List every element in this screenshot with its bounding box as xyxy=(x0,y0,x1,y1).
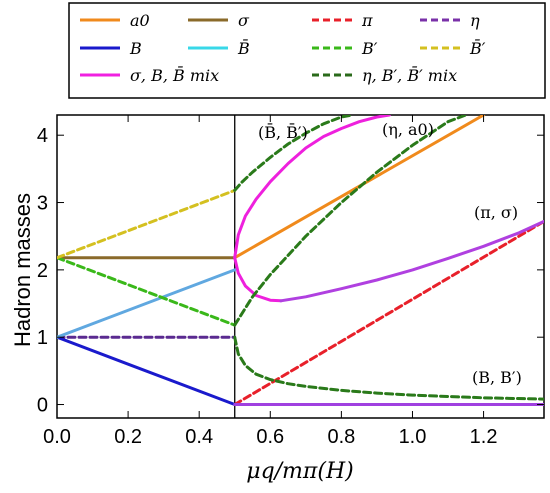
x-axis-label: μq/mπ(H) xyxy=(246,459,353,484)
y-axis-label: Hadron masses xyxy=(10,193,35,347)
axis-ticks: 0.0 0.2 0.4 0.6 0.8 1.0 1.2 0 1 2 3 4 xyxy=(37,115,544,448)
legend-label: B xyxy=(129,39,142,58)
annotation-label: (π, σ) xyxy=(474,203,518,222)
x-tick-label: 0.8 xyxy=(327,426,355,448)
x-tick-label: 0.0 xyxy=(43,426,71,448)
series-line xyxy=(233,115,391,260)
series-line xyxy=(57,188,237,260)
x-tick-label: 0.6 xyxy=(256,426,284,448)
y-tick-label: 4 xyxy=(37,125,48,147)
x-axis-label-text: μq/mπ(H) xyxy=(246,459,353,484)
x-tick-label: 0.4 xyxy=(185,426,213,448)
x-tick-label: 1.2 xyxy=(470,426,498,448)
x-tick-label: 0.2 xyxy=(114,426,142,448)
series-line xyxy=(57,335,237,406)
annotation-label: (B, B′) xyxy=(472,368,522,387)
legend-label: η, B′, B̄′ mix xyxy=(362,64,457,85)
plot-frame xyxy=(56,114,545,419)
legend-label: B̄′ xyxy=(469,37,486,58)
series-line xyxy=(279,219,544,303)
y-tick-label: 0 xyxy=(37,395,48,417)
series-line xyxy=(233,115,468,327)
legend-label: B′ xyxy=(361,39,378,58)
series-line xyxy=(233,335,544,401)
legend-label: σ, B, B̄ mix xyxy=(130,64,219,85)
series-line xyxy=(57,268,237,339)
legend-label: η xyxy=(470,11,480,30)
legend-label: σ xyxy=(238,11,250,30)
x-tick-label: 1.0 xyxy=(399,426,427,448)
plot-area xyxy=(56,114,545,419)
series-line xyxy=(233,115,354,192)
annotations: (B̄, B̄′) (η, a0) (π, σ) (B, B′) xyxy=(258,120,522,387)
series-group xyxy=(57,115,544,406)
legend-label: B̄ xyxy=(237,37,250,58)
y-tick-label: 3 xyxy=(37,193,48,215)
legend-label: π xyxy=(361,11,373,30)
annotation-label: (η, a0) xyxy=(382,120,434,139)
series-line xyxy=(233,219,544,406)
series-line xyxy=(57,256,237,327)
annotation-label: (B̄, B̄′) xyxy=(258,121,308,142)
legend-frame xyxy=(68,2,546,99)
y-tick-label: 1 xyxy=(37,327,48,349)
y-tick-label: 2 xyxy=(37,260,48,282)
legend-label: a0 xyxy=(130,11,150,30)
series-line xyxy=(233,256,283,303)
legend: a0 σ π η B B̄ B′ B̄′ σ, B, B̄ mix η, B′, B̄′ mix xyxy=(68,2,546,99)
